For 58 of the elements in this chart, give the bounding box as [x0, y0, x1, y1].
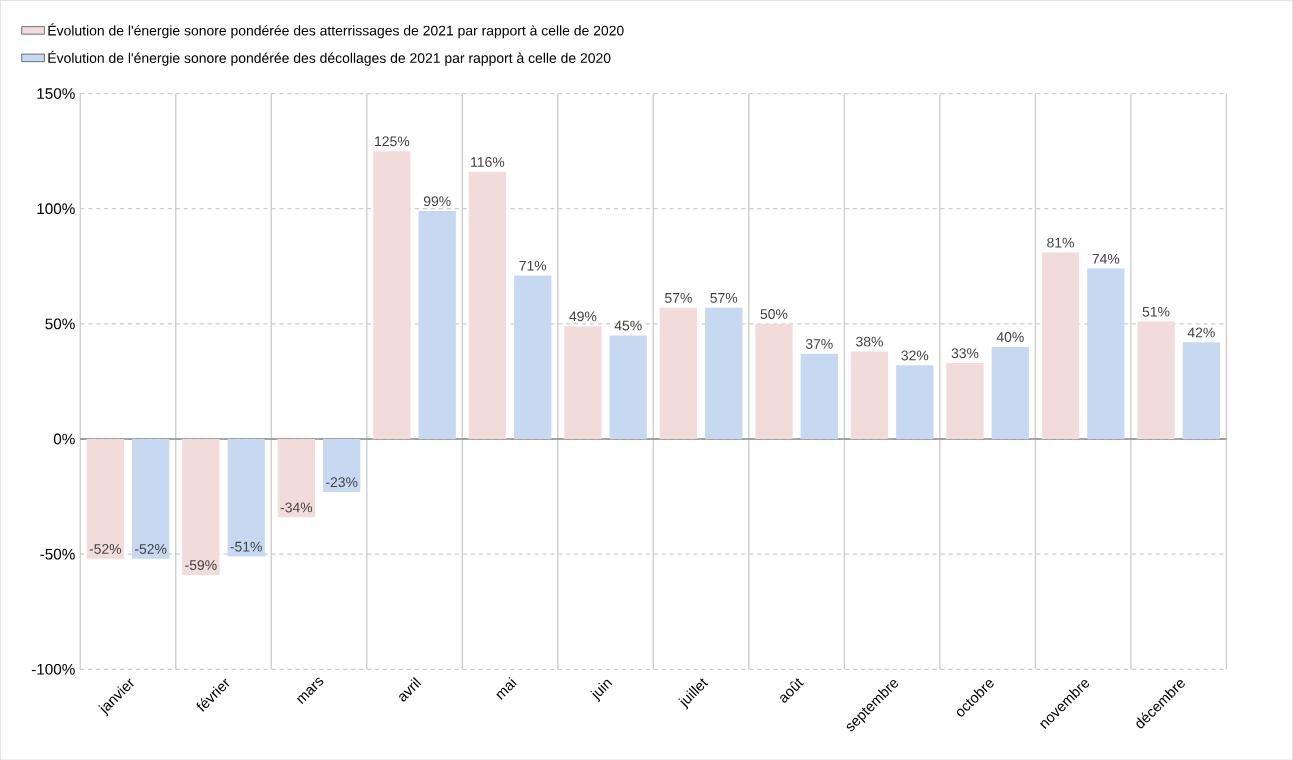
data-label: 38% [856, 336, 883, 347]
data-label: 51% [1142, 306, 1170, 317]
bar [659, 307, 698, 439]
data-label: 81% [1047, 237, 1074, 248]
bar [850, 351, 889, 439]
data-label: -59% [185, 560, 217, 570]
data-label: 57% [665, 292, 692, 303]
data-label: 40% [996, 332, 1024, 342]
bar [86, 438, 124, 559]
y-tick-label: 100% [37, 203, 75, 215]
legend-label: Évolution de l'énergie sonore pondérée des atterrissages de 2021 par rapport à celle de 2020 [48, 23, 624, 39]
data-label: 50% [760, 308, 788, 319]
data-label: -52% [89, 543, 122, 554]
data-label: 99% [423, 196, 451, 206]
x-tick-label: mai [496, 676, 517, 700]
bar [468, 171, 507, 439]
y-tick-label: 0% [53, 433, 75, 445]
data-label: 116% [471, 156, 505, 167]
y-tick-label: -100% [31, 663, 75, 675]
data-label: -34% [280, 502, 313, 513]
bar [896, 365, 934, 439]
data-label: -51% [230, 541, 262, 552]
y-tick-label: 150% [37, 88, 75, 99]
bar [946, 362, 984, 439]
bar [514, 275, 552, 439]
data-label: 33% [951, 348, 979, 359]
bar [800, 353, 838, 439]
data-label: 45% [614, 320, 642, 331]
bar [1087, 268, 1125, 439]
bar [373, 151, 411, 439]
bar [182, 438, 220, 575]
data-label: 74% [1092, 253, 1120, 264]
data-label: -23% [326, 477, 358, 487]
bar [1041, 252, 1080, 439]
bar [564, 326, 602, 439]
data-label: 125% [375, 136, 410, 147]
bar [991, 346, 1029, 439]
bar [277, 438, 316, 518]
data-label: 49% [569, 311, 597, 322]
data-label: 71% [519, 260, 547, 271]
bar [131, 438, 170, 559]
bar [609, 335, 647, 439]
bar [418, 210, 456, 439]
bar [227, 438, 265, 557]
y-tick-label: 50% [45, 318, 75, 330]
bar [1182, 342, 1220, 439]
data-label: -52% [135, 543, 167, 554]
bar [1137, 321, 1175, 439]
data-label: 37% [805, 338, 833, 349]
data-label: 42% [1187, 327, 1215, 338]
bar [323, 438, 361, 492]
bar [755, 323, 793, 439]
y-tick-label: -50% [40, 548, 75, 560]
data-label: 57% [710, 292, 738, 303]
data-label: 32% [901, 350, 929, 361]
bar [705, 307, 743, 439]
x-tick-label: juin [590, 679, 613, 703]
legend-label: Évolution de l'énergie sonore pondérée des décollages de 2021 par rapport à celle de 2020 [48, 50, 611, 66]
